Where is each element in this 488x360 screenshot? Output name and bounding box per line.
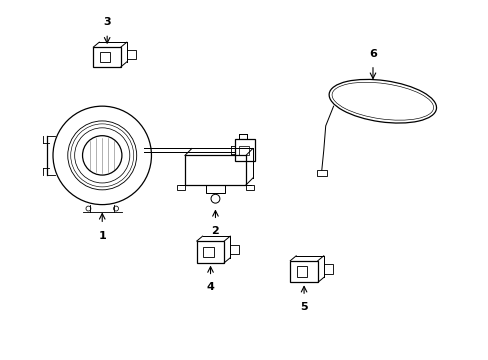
Bar bbox=[126, 50, 136, 59]
Text: 5: 5 bbox=[300, 302, 307, 312]
Bar bbox=[230, 244, 239, 254]
Bar bbox=[203, 247, 213, 257]
Bar bbox=[239, 146, 248, 155]
Bar bbox=[296, 266, 306, 277]
Text: 2: 2 bbox=[211, 226, 219, 236]
Bar bbox=[100, 52, 110, 62]
Bar bbox=[245, 185, 253, 190]
Bar bbox=[323, 264, 332, 274]
Bar bbox=[235, 139, 254, 161]
Bar bbox=[177, 185, 184, 190]
Bar bbox=[290, 261, 317, 282]
Bar bbox=[196, 241, 224, 263]
Text: 4: 4 bbox=[206, 282, 214, 292]
Text: 3: 3 bbox=[103, 17, 111, 27]
Bar bbox=[184, 156, 245, 185]
Bar bbox=[205, 185, 225, 193]
Bar bbox=[93, 47, 121, 67]
Bar bbox=[316, 170, 326, 176]
Text: 6: 6 bbox=[368, 49, 376, 59]
Text: 1: 1 bbox=[98, 231, 106, 241]
